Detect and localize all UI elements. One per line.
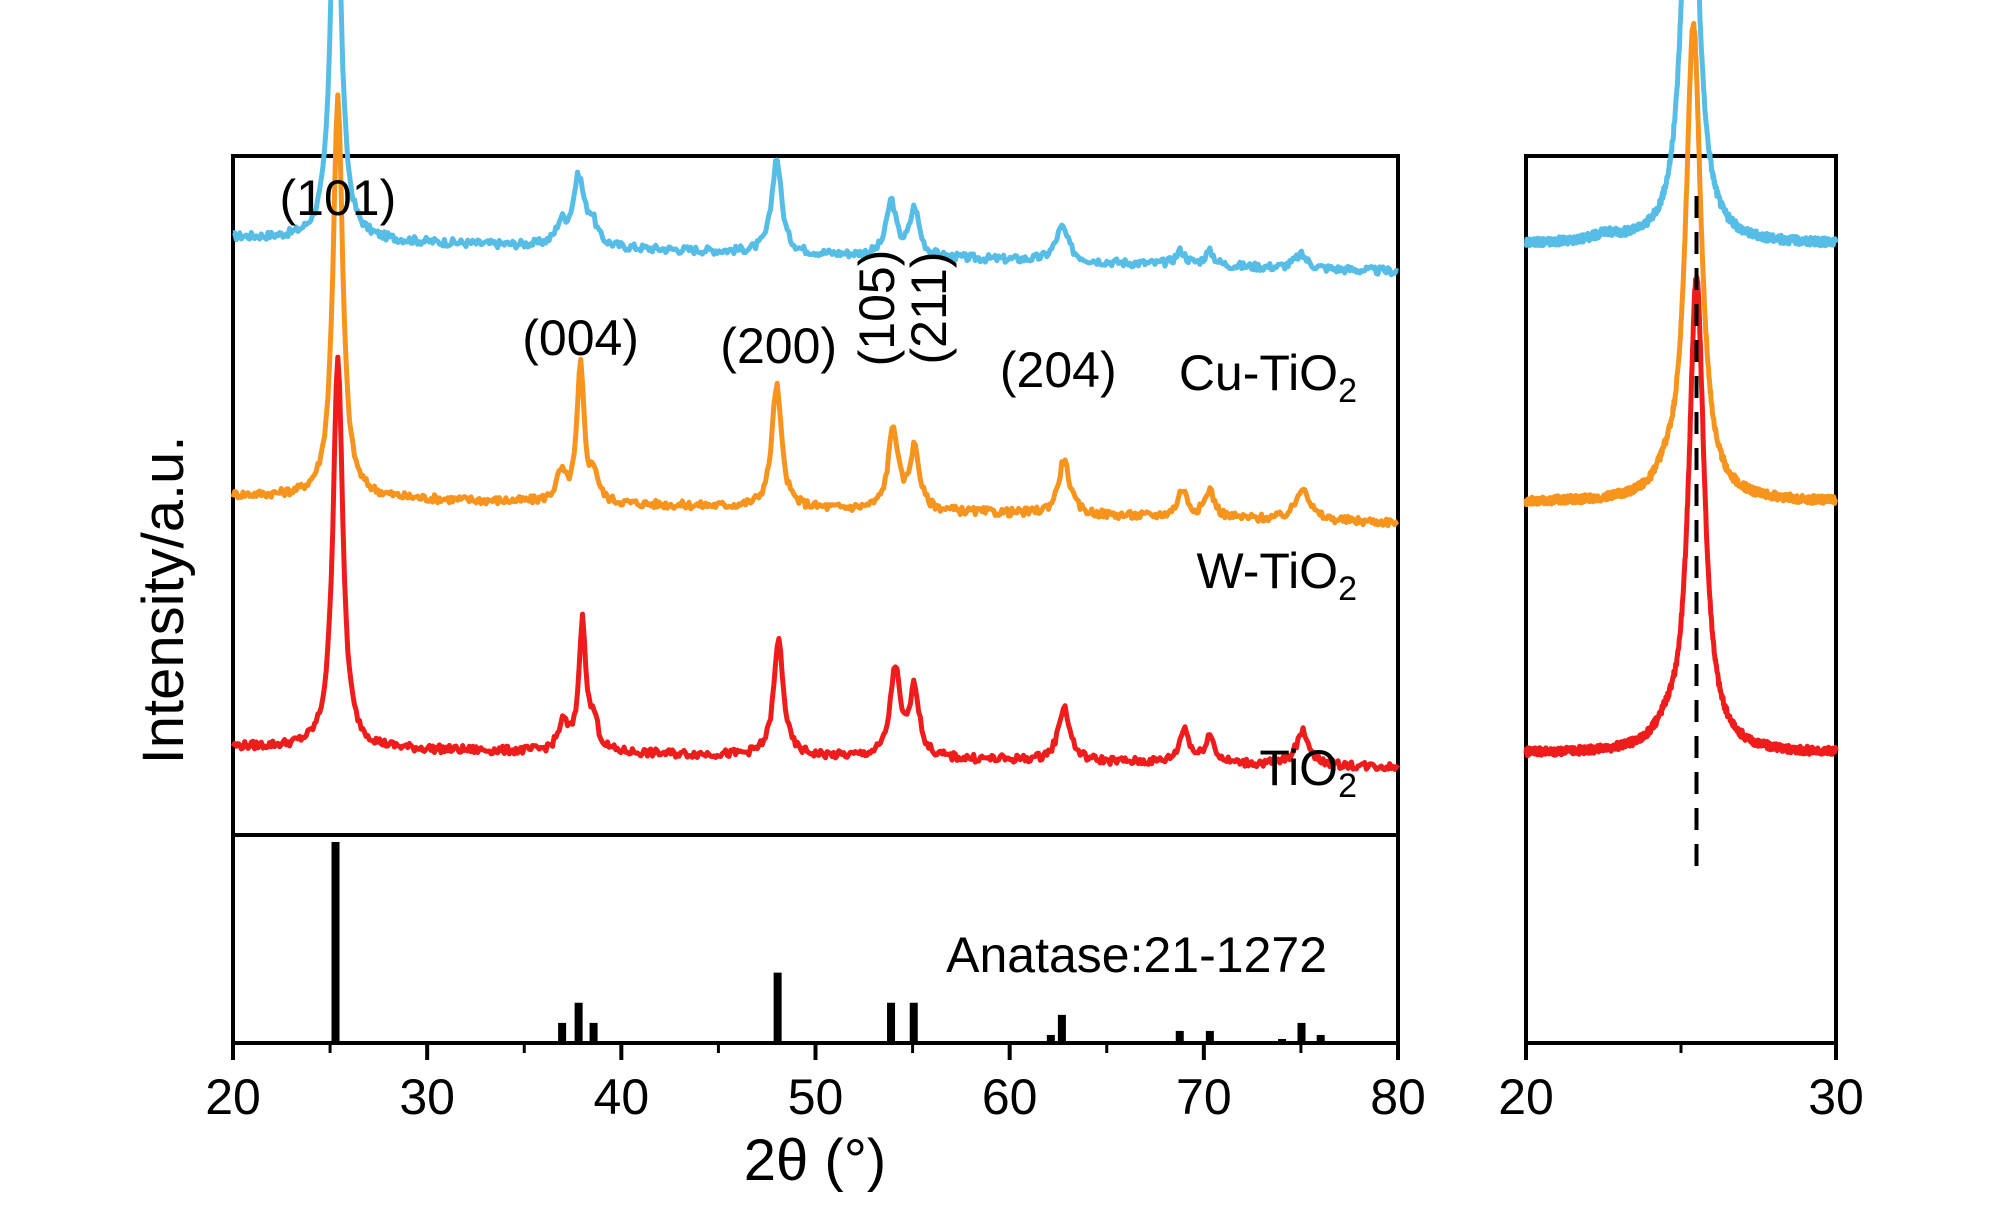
x-tick-label: 50 [788,1069,844,1125]
peak-annotation: (204) [1000,342,1117,398]
reference-label: Anatase:21-1272 [946,927,1327,983]
xrd-trace-cu-tio2 [1523,0,1839,249]
series-label-tio2: TiO2 [1259,740,1357,805]
peak-annotations: (101) (004) (200) (105)(211) (204) [280,170,1117,398]
x-tick-label: 40 [594,1069,650,1125]
x-tick-label: 70 [1176,1069,1232,1125]
peak-annotation: (105) [849,250,905,367]
zoom-x-tick-label: 20 [1498,1069,1554,1125]
peak-annotation: (101) [280,170,397,226]
xrd-trace-tio2 [230,354,1401,773]
y-axis-title: Intensity/a.u. [131,436,196,765]
series-label-cu-tio2: Cu-TiO2 [1179,345,1357,410]
main-traces [230,0,1401,773]
x-tick-label: 80 [1370,1069,1426,1125]
series-label-w-tio2: W-TiO2 [1196,543,1357,608]
zoom-x-ticks: 20 30 [1498,1043,1864,1125]
series-labels: Cu-TiO2 W-TiO2 TiO2 [1179,345,1357,805]
zoom-traces [1523,0,1839,759]
x-tick-label: 20 [205,1069,261,1125]
zoom-x-tick-label: 30 [1808,1069,1864,1125]
peak-annotation: (211) [901,251,957,364]
xrd-trace-w-tio2 [1523,20,1839,508]
reference-lines [331,842,1325,1043]
peak-annotation: (004) [522,310,639,366]
x-tick-label: 30 [399,1069,455,1125]
xrd-trace-tio2 [1523,274,1839,759]
xrd-trace-cu-tio2 [232,0,1399,278]
main-plot-frame [231,154,1400,1045]
xrd-trace-w-tio2 [230,92,1400,529]
peak-annotation: (200) [720,318,837,374]
x-axis-title: 2θ (°) [744,1128,886,1193]
x-tick-label: 60 [982,1069,1038,1125]
main-x-ticks: 20 30 40 50 60 70 80 [205,1043,1426,1125]
